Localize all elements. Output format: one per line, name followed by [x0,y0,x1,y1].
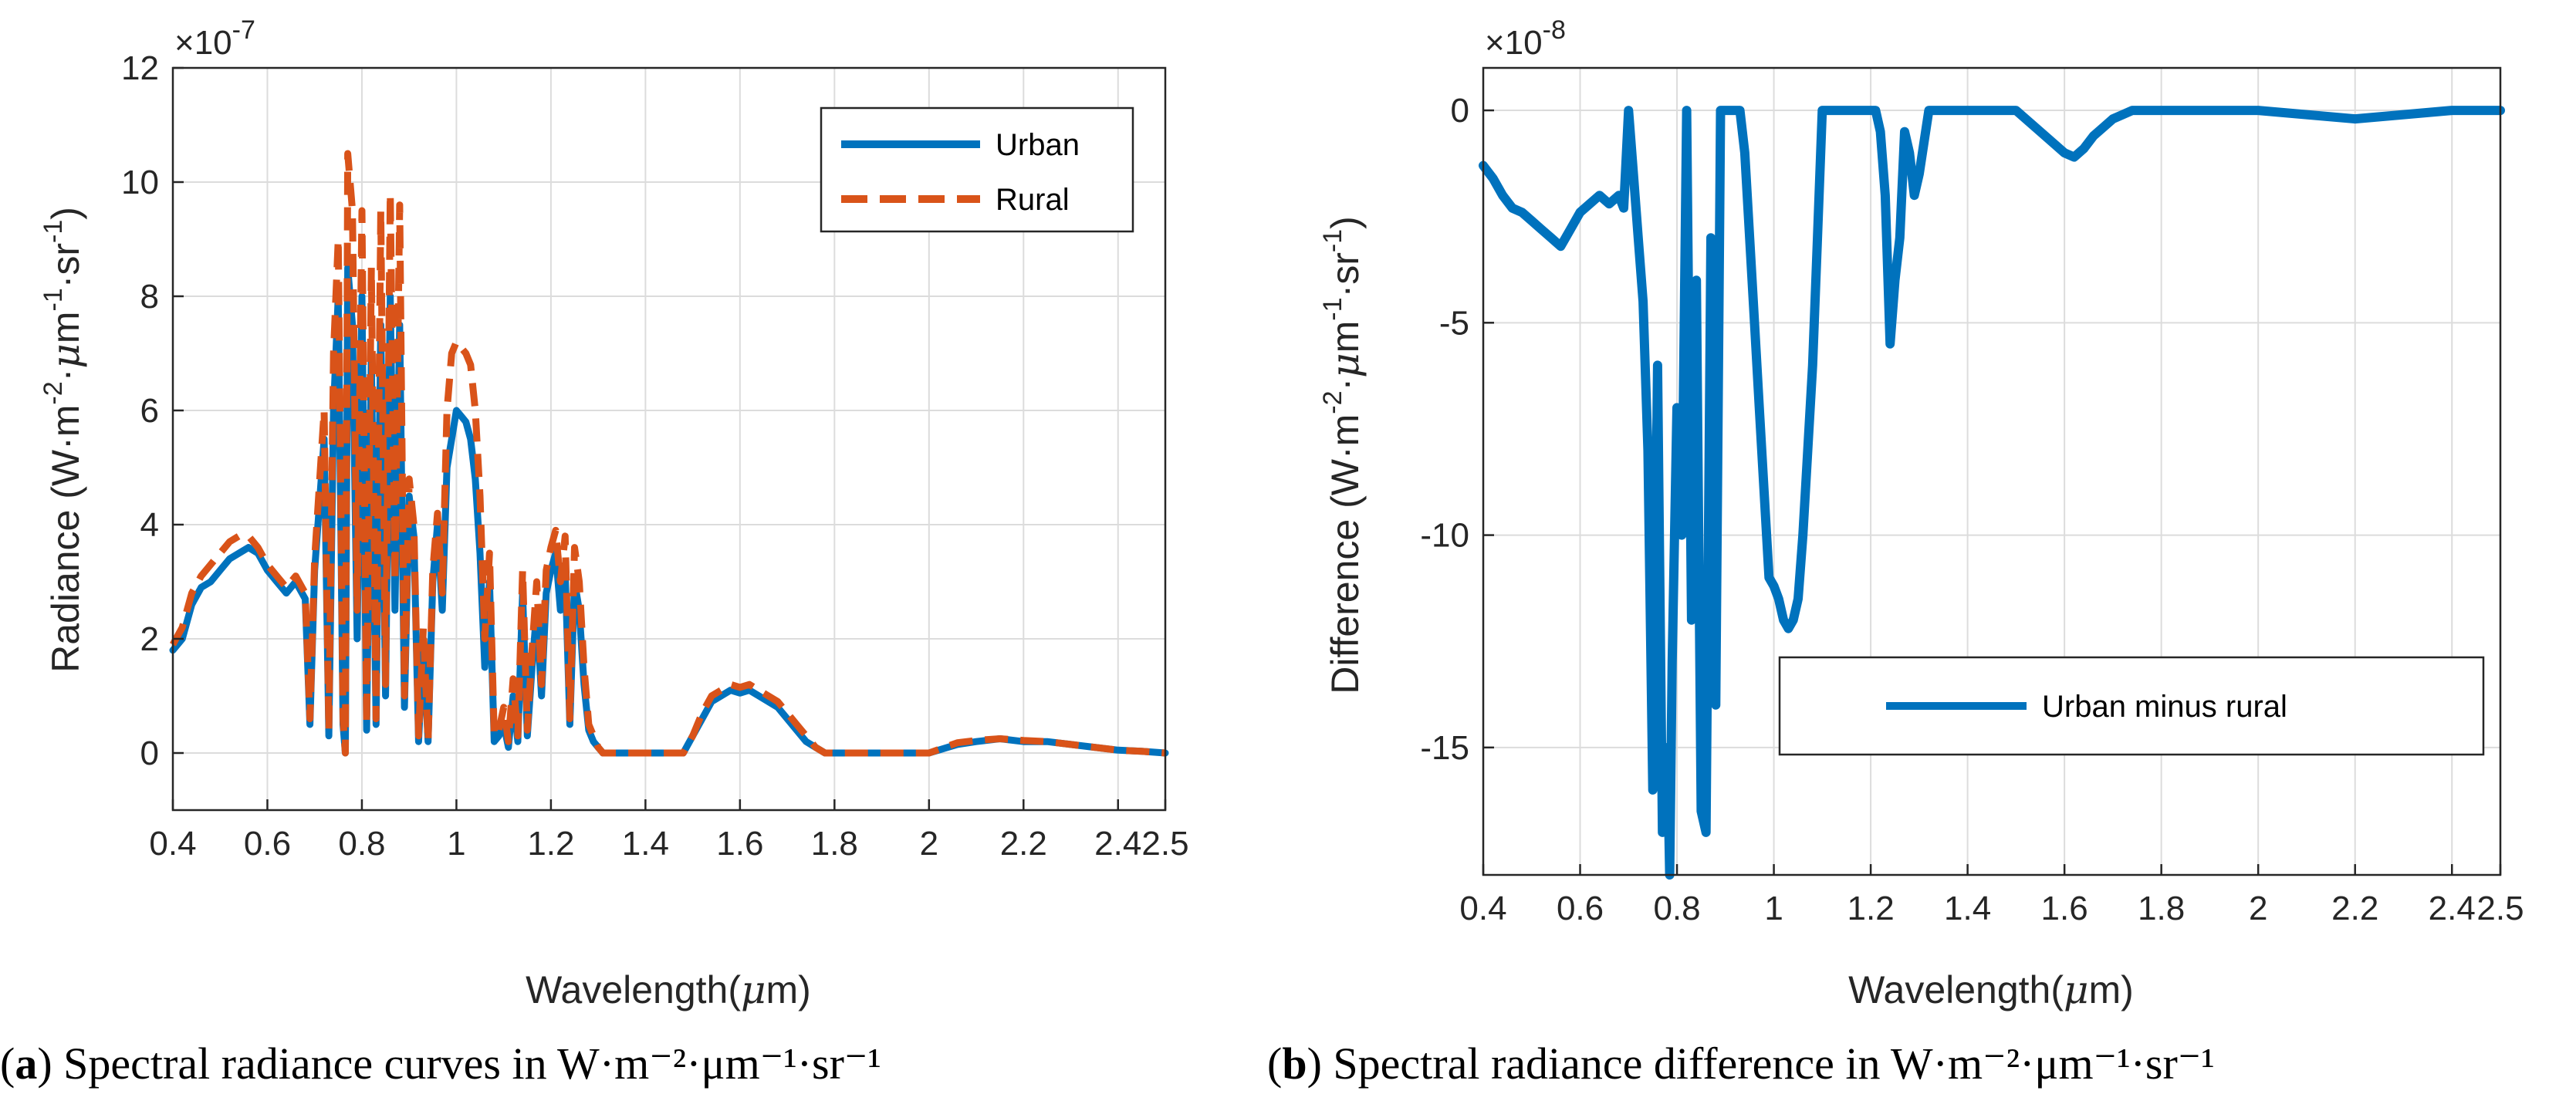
y-exponent-a: ×10-7 [174,15,255,62]
y-exponent-b: ×10-8 [1485,15,1566,62]
y-tick-label: 10 [121,164,159,201]
x-tick-label: 0.4 [1459,890,1506,927]
legend-label-difference: Urban minus rural [2042,690,2287,724]
y-tick-label: 2 [140,620,159,658]
legend-box-a [820,106,1134,233]
caption-b: (b) Spectral radiance difference in W·m⁻… [1267,1038,2215,1089]
x-tick-label: 2.4 [1094,825,1141,863]
x-tick-label: 1.6 [716,825,763,863]
x-axis-label-a: Wavelength(μm) [526,967,811,1012]
x-tick-label: 2.4 [2429,890,2476,927]
x-tick-label: 0.4 [149,825,196,863]
series-lines-a [169,150,1169,757]
panel-b: 0.4 0.6 0.8 1 1.2 1.4 1.6 1.8 2 2.2 2.4 2.5 -15-10-… [1267,15,2524,1089]
y-tick-label: 6 [140,392,159,430]
x-tick-label: 1.4 [1944,890,1991,927]
x-tick-label: 1.8 [811,825,858,863]
axes-box-a [171,66,1167,812]
x-tick-label: 2.5 [2476,890,2524,927]
caption-a: (a) Spectral radiance curves in W·m⁻²·μm… [0,1038,881,1089]
x-tick-label: 1 [1764,890,1783,927]
axes-box-b [1482,66,2502,876]
x-axis-label-b: Wavelength(μm) [1848,967,2134,1012]
y-axis-label-b: Difference (W·m-2·μm-1·sr-1) [1318,216,1367,694]
y-ticks-b: -15 -10 -5 0 [1420,92,1494,767]
y-axis-label-a: Radiance (W·m-2·μm-1·sr-1) [39,207,88,673]
series-line-rural [170,150,1166,757]
x-tick-label: 0.8 [1653,890,1700,927]
y-tick-label: 12 [121,49,159,87]
x-tick-label: 1 [447,825,465,863]
x-tick-label: 2 [920,825,938,863]
legend-label-rural: Rural [996,183,1070,217]
series-line-urban-minus-rural [1479,106,2505,880]
x-ticks-b: 0.4 0.6 0.8 1 1.2 1.4 1.6 1.8 2 2.2 2.4 2.5 [1459,864,2524,927]
x-tick-label: 2 [2249,890,2267,927]
x-tick-label: 0.6 [244,825,291,863]
y-tick-label: -5 [1439,304,1469,342]
legend-a: Urban Rural [820,106,1134,233]
x-tick-label: 1.4 [622,825,669,863]
x-tick-label: 2.2 [1000,825,1047,863]
y-tick-label: 0 [1451,92,1469,130]
legend-b: Urban minus rural [1778,656,2485,756]
x-tick-label: 0.6 [1557,890,1604,927]
legend-label-urban: Urban [996,128,1080,162]
x-tick-label: 0.8 [338,825,385,863]
y-tick-label: -10 [1420,517,1469,555]
y-tick-label: 8 [140,278,159,316]
y-tick-label: 0 [140,734,159,772]
x-tick-label: 2.2 [2331,890,2378,927]
y-tick-label: 4 [140,506,159,544]
y-tick-label: -15 [1420,729,1469,767]
x-tick-label: 1.2 [1847,890,1895,927]
x-tick-label: 1.8 [2138,890,2185,927]
panel-a: 0.4 0.6 0.8 1 1.2 1.4 1.6 1.8 2 2.2 2.4 2.5 0 2 4 6 8 10… [0,15,1189,1089]
x-tick-label: 1.2 [527,825,574,863]
y-ticks-a: 0 2 4 6 8 10 12 [121,49,184,772]
x-tick-label: 1.6 [2041,890,2088,927]
x-ticks-a: 0.4 0.6 0.8 1 1.2 1.4 1.6 1.8 2 2.2 2.4 2.5 [149,799,1189,863]
series-lines-b [1479,106,2505,880]
x-tick-label: 2.5 [1141,825,1188,863]
